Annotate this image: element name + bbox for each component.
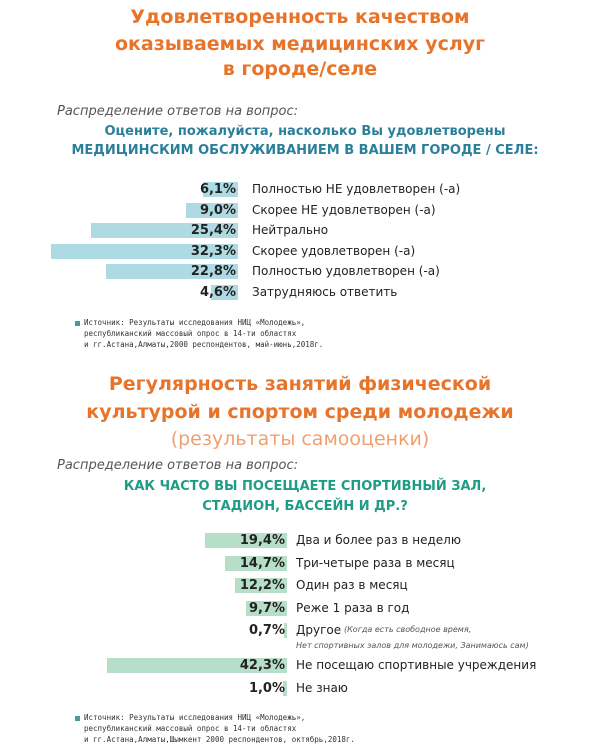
question: МЕДИЦИНСКИМ ОБСЛУЖИВАНИЕМ В ВАШЕМ ГОРОДЕ… xyxy=(71,143,539,158)
bar xyxy=(105,264,238,279)
value-label: 1,0% xyxy=(248,681,285,696)
category-label: Полностью удовлетворен (-а) xyxy=(252,264,440,278)
category-label: Скорее НЕ удовлетворен (-а) xyxy=(252,203,436,217)
bar xyxy=(50,244,238,259)
question: КАК ЧАСТО ВЫ ПОСЕЩАЕТЕ СПОРТИВНЫЙ ЗАЛ, xyxy=(123,479,487,494)
category-label: Реже 1 раза в год xyxy=(296,601,410,615)
bar xyxy=(235,578,287,593)
value-label: 12,2% xyxy=(239,578,285,593)
bar xyxy=(90,223,238,238)
category-label: Не знаю xyxy=(296,681,348,695)
bar xyxy=(284,623,287,638)
bar xyxy=(211,285,238,300)
source: и гг.Астана,Алматы,Шымкент 2000 респонде… xyxy=(84,735,355,744)
category-note: (Когда есть свободное время, xyxy=(344,625,472,634)
source: Источник: Результаты исследования НИЦ «М… xyxy=(84,713,306,722)
value-label: 32,3% xyxy=(190,244,236,259)
question: СТАДИОН, БАССЕЙН И ДР.? xyxy=(202,499,408,514)
category-note: Нет спортивных залов для молодежи, Заним… xyxy=(296,641,529,650)
category-label: Полностью НЕ удовлетворен (-а) xyxy=(252,182,461,196)
bar xyxy=(245,601,287,616)
bar xyxy=(282,681,287,696)
chart-title: Регулярность занятий физической xyxy=(108,373,492,395)
category-label: Один раз в месяц xyxy=(296,578,408,592)
category-label: Затрудняюсь ответить xyxy=(252,285,398,299)
chart-title: в городе/селе xyxy=(222,58,378,80)
value-label: 22,8% xyxy=(190,264,236,279)
source: и гг.Астана,Алматы,2000 респондентов, ма… xyxy=(84,340,324,349)
bar xyxy=(202,182,238,197)
value-label: 0,7% xyxy=(248,623,285,638)
category-label: Не посещаю спортивные учреждения xyxy=(296,658,537,672)
category-label: Два и более раз в неделю xyxy=(296,533,461,547)
source-marker xyxy=(75,321,80,326)
value-label: 19,4% xyxy=(239,533,285,548)
value-label: 4,6% xyxy=(199,285,236,300)
value-label: 9,0% xyxy=(199,203,236,218)
bar xyxy=(185,203,238,218)
value-label: 9,7% xyxy=(248,601,285,616)
category-label: Три-четыре раза в месяц xyxy=(296,556,455,570)
value-label: 42,3% xyxy=(239,658,285,673)
bar xyxy=(224,556,287,571)
question: Оцените, пожалуйста, насколько Вы удовле… xyxy=(104,124,506,139)
bar xyxy=(107,658,287,673)
chart-subtitle: (результаты самооценки) xyxy=(170,428,430,450)
value-label: 25,4% xyxy=(190,223,236,238)
question-intro: Распределение ответов на вопрос: xyxy=(57,104,299,119)
category-label: Нейтрально xyxy=(252,223,329,237)
source: республиканский массовый опрос в 14-ти о… xyxy=(84,329,297,338)
bar xyxy=(204,533,287,548)
chart-title: Удовлетворенность качеством xyxy=(130,6,470,28)
value-label: 6,1% xyxy=(199,182,236,197)
source: Источник: Результаты исследования НИЦ «М… xyxy=(84,318,306,327)
question-intro: Распределение ответов на вопрос: xyxy=(57,458,299,473)
chart-title: оказываемых медицинских услуг xyxy=(114,33,486,55)
source: республиканский массовый опрос в 14-ти о… xyxy=(84,724,297,733)
source-marker xyxy=(75,716,80,721)
chart-title: культурой и спортом среди молодежи xyxy=(86,401,514,423)
category-label: Другое xyxy=(296,623,342,637)
category-label: Скорее удовлетворен (-а) xyxy=(252,244,416,258)
value-label: 14,7% xyxy=(239,556,285,571)
